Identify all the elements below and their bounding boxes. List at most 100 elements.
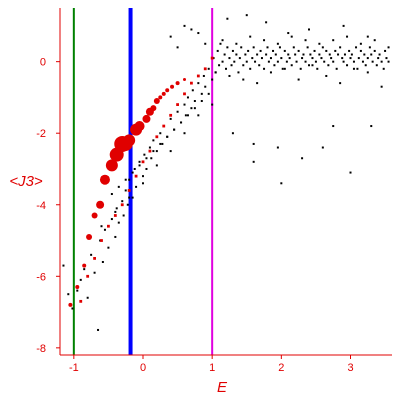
data-point <box>382 67 385 70</box>
data-point <box>100 225 103 228</box>
data-point <box>197 32 200 35</box>
data-point <box>162 124 166 128</box>
data-point <box>328 53 331 56</box>
data-point <box>169 35 172 38</box>
data-point <box>83 268 86 271</box>
data-point <box>165 88 170 93</box>
data-point <box>197 82 200 85</box>
data-point <box>190 107 193 110</box>
data-point <box>260 57 263 60</box>
x-tick-label: 2 <box>278 362 284 374</box>
data-point <box>93 257 96 260</box>
data-point <box>263 39 266 42</box>
data-point <box>175 81 180 86</box>
data-point <box>244 53 247 56</box>
data-point <box>183 92 186 96</box>
data-point <box>359 49 362 52</box>
data-point <box>142 175 144 178</box>
data-point <box>115 207 118 210</box>
data-point <box>341 57 344 60</box>
data-point <box>107 246 110 249</box>
x-axis-label: E <box>217 379 228 396</box>
data-point <box>247 49 250 52</box>
data-point <box>97 328 100 331</box>
data-point <box>321 146 324 149</box>
data-point <box>287 32 290 35</box>
data-point <box>145 167 148 170</box>
data-point <box>287 53 290 56</box>
data-point <box>103 228 106 231</box>
data-point <box>233 60 236 63</box>
data-point <box>153 98 160 105</box>
data-point <box>352 60 355 63</box>
data-point <box>242 64 245 67</box>
data-point <box>249 35 252 38</box>
data-point <box>196 74 200 78</box>
x-tick-label: 1 <box>209 362 215 374</box>
data-point <box>242 78 245 81</box>
data-point <box>138 164 141 167</box>
data-point <box>71 307 74 310</box>
data-point <box>90 253 93 256</box>
data-point <box>363 53 366 56</box>
data-point <box>228 74 231 77</box>
data-point <box>350 53 353 56</box>
data-point <box>380 60 383 63</box>
data-point <box>295 60 298 63</box>
axes <box>59 8 392 356</box>
data-point <box>325 49 328 52</box>
data-point <box>228 57 231 60</box>
data-point <box>263 67 266 70</box>
data-point <box>193 100 196 103</box>
data-point <box>349 171 352 174</box>
x-tick-label: -1 <box>69 362 79 374</box>
data-point <box>385 57 388 60</box>
data-point <box>158 95 163 100</box>
data-point <box>292 46 295 49</box>
x-tick-label: 3 <box>347 362 353 374</box>
data-point <box>190 28 193 31</box>
data-point <box>276 42 279 45</box>
data-point <box>235 53 238 56</box>
data-point <box>131 196 134 199</box>
data-point <box>141 160 145 164</box>
data-point <box>387 46 390 49</box>
data-point <box>380 85 383 88</box>
data-point <box>339 82 342 85</box>
data-point <box>91 212 98 219</box>
data-point <box>355 46 358 49</box>
data-point <box>359 42 362 45</box>
data-point <box>308 64 310 67</box>
data-point <box>110 193 113 196</box>
data-point <box>370 125 373 128</box>
data-point <box>332 125 335 128</box>
data-point <box>128 196 131 199</box>
data-point <box>133 167 136 170</box>
data-point <box>235 42 238 45</box>
data-point <box>302 53 305 56</box>
data-point <box>256 82 259 85</box>
y-axis-label: <J3> <box>9 173 43 190</box>
data-point <box>226 46 229 49</box>
data-point <box>190 81 193 85</box>
data-point <box>269 57 272 60</box>
data-point <box>145 157 148 160</box>
data-point <box>126 203 129 206</box>
data-point <box>161 142 164 145</box>
data-point <box>86 296 89 299</box>
data-point <box>135 185 138 188</box>
data-point <box>258 64 261 67</box>
data-point <box>148 146 151 149</box>
data-point <box>223 53 226 56</box>
data-point <box>100 239 103 242</box>
y-tick-label: -6 <box>36 271 46 283</box>
data-point <box>86 233 93 240</box>
data-point <box>332 39 335 42</box>
y-tick-label: 0 <box>40 57 46 69</box>
data-point <box>211 78 214 81</box>
data-point <box>290 64 293 67</box>
data-point <box>252 46 255 49</box>
data-point <box>371 60 374 63</box>
data-point <box>76 289 79 292</box>
data-point <box>346 35 349 38</box>
